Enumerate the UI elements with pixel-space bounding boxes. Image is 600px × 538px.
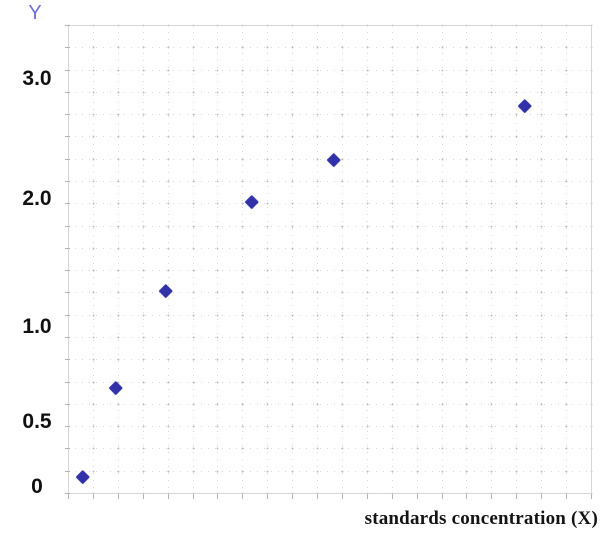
y-tick-label: 0	[31, 475, 43, 498]
y-tick-label: 0.5	[22, 410, 52, 433]
y-tick-label: 2.0	[22, 187, 52, 210]
data-point	[109, 381, 123, 395]
data-point	[327, 153, 341, 167]
plot-area	[65, 24, 593, 499]
data-point	[245, 195, 259, 209]
data-point	[159, 284, 173, 298]
grid-svg	[65, 24, 593, 499]
y-tick-label: 3.0	[22, 67, 52, 90]
x-axis-title: standards concentration (X)	[364, 508, 598, 529]
data-point	[518, 99, 532, 113]
data-point	[76, 470, 90, 484]
y-axis-title: Y	[28, 2, 42, 24]
y-tick-label: 1.0	[22, 315, 52, 338]
